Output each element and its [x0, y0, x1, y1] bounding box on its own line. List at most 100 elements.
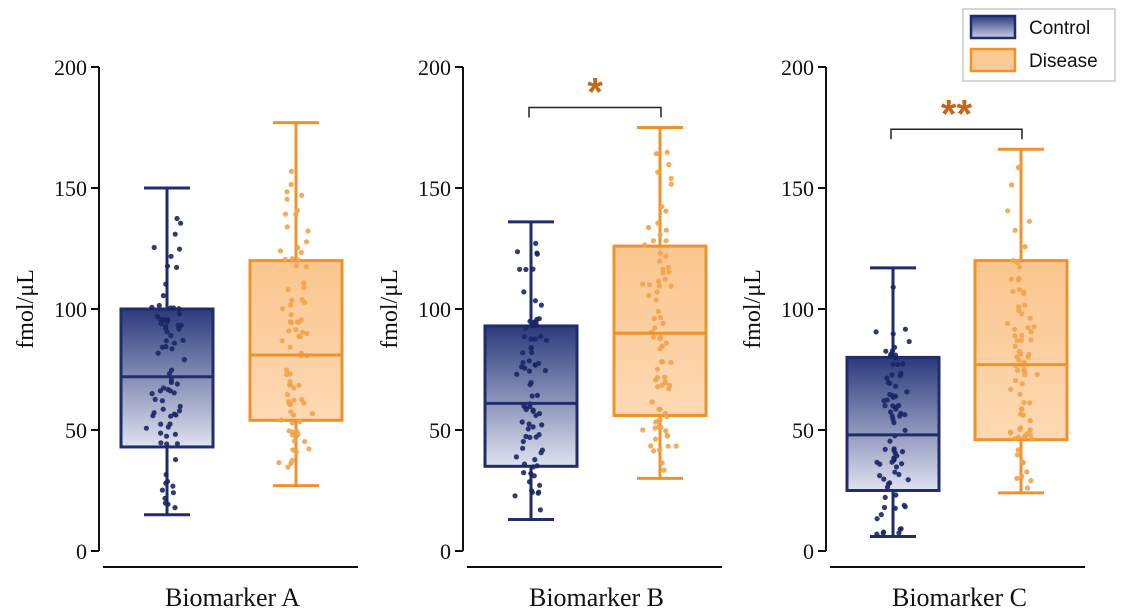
data-point — [659, 460, 665, 466]
data-point — [295, 245, 301, 251]
box-disease — [973, 147, 1069, 495]
data-point — [1014, 354, 1020, 360]
y-tick-label: 0 — [76, 539, 87, 564]
data-point — [900, 361, 906, 367]
panel-2: 0 50 100 150 200 fmol/μL Biomarker B * — [377, 55, 722, 612]
data-point — [521, 289, 527, 295]
box-iqr — [248, 259, 344, 422]
data-point — [897, 373, 903, 379]
data-point — [296, 319, 302, 325]
data-point — [1019, 311, 1025, 317]
data-point — [291, 385, 297, 391]
data-point — [652, 325, 658, 331]
data-point — [1019, 381, 1025, 387]
data-point — [655, 220, 661, 226]
data-point — [282, 211, 289, 217]
data-point — [514, 249, 521, 255]
y-tick-label: 100 — [54, 297, 87, 322]
data-point — [1017, 264, 1023, 270]
data-point — [532, 298, 539, 304]
data-point — [890, 331, 896, 337]
data-point — [1012, 227, 1018, 233]
data-point — [528, 336, 534, 342]
data-point — [172, 505, 178, 511]
data-point — [648, 443, 654, 449]
data-point — [167, 388, 173, 394]
data-point — [877, 473, 883, 479]
data-point — [667, 382, 673, 389]
data-point — [1021, 290, 1027, 297]
data-point — [158, 421, 164, 427]
data-point — [162, 495, 168, 501]
data-point — [668, 283, 674, 289]
data-point — [663, 208, 669, 214]
data-point — [668, 175, 674, 181]
legend-label-disease: Disease — [1029, 51, 1098, 72]
data-point — [653, 297, 659, 303]
data-point — [1013, 377, 1019, 384]
data-point — [663, 428, 669, 434]
data-point — [169, 367, 175, 373]
data-point — [180, 337, 186, 343]
panels-group: 0 50 100 150 200 fmol/μL Biomarker A 0 50 100 150 2… — [13, 55, 1085, 612]
y-tick-label: 150 — [781, 176, 814, 201]
data-point — [287, 382, 293, 388]
data-point — [882, 403, 888, 409]
data-point — [657, 258, 663, 264]
data-point — [882, 446, 888, 452]
box-control — [845, 266, 941, 538]
data-point — [143, 425, 149, 431]
data-point — [526, 368, 533, 374]
data-point — [163, 480, 169, 486]
data-point — [299, 192, 305, 198]
data-point — [654, 366, 661, 372]
data-point — [172, 231, 178, 237]
data-point — [890, 416, 896, 422]
y-tick-label: 50 — [792, 418, 814, 443]
data-point — [528, 380, 534, 386]
data-point — [284, 391, 291, 398]
data-point — [163, 281, 169, 287]
data-point — [649, 399, 655, 405]
data-point — [1015, 368, 1021, 374]
data-point — [529, 393, 535, 399]
data-point — [897, 413, 903, 419]
legend: Control Disease — [962, 8, 1116, 82]
data-point — [650, 238, 657, 244]
data-point — [884, 397, 891, 403]
data-point — [289, 420, 295, 426]
data-point — [645, 224, 652, 231]
data-point — [896, 471, 902, 478]
data-point — [529, 349, 535, 356]
data-point — [293, 212, 299, 218]
data-point — [640, 427, 646, 433]
data-point — [288, 460, 294, 466]
data-point — [534, 392, 541, 398]
data-point — [877, 461, 883, 467]
data-point — [174, 215, 180, 222]
data-point — [159, 487, 165, 493]
data-point — [887, 480, 893, 486]
data-point — [534, 463, 540, 469]
data-point — [893, 383, 899, 389]
box-disease — [612, 126, 708, 480]
data-point — [1009, 182, 1015, 188]
data-point — [280, 306, 286, 312]
data-point — [301, 284, 307, 290]
data-point — [525, 426, 531, 432]
data-point — [291, 438, 297, 444]
y-tick-label: 150 — [54, 176, 87, 201]
data-point — [657, 250, 663, 256]
data-point — [894, 453, 900, 459]
data-point — [1012, 333, 1018, 339]
data-point — [664, 414, 670, 420]
data-point — [284, 372, 290, 378]
data-point — [661, 467, 667, 473]
data-point — [1016, 287, 1023, 293]
data-point — [528, 345, 534, 351]
data-point — [905, 477, 911, 483]
data-point — [1018, 337, 1024, 343]
data-point — [1017, 391, 1023, 397]
data-point — [654, 289, 660, 295]
